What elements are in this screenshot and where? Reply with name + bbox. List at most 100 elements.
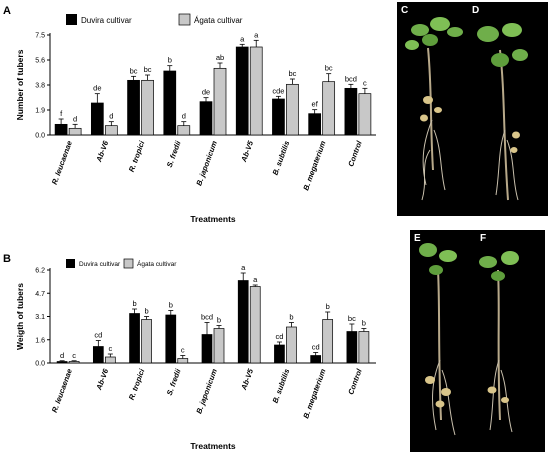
photo-label-d: D xyxy=(472,5,479,16)
significance-letter: b xyxy=(132,299,136,308)
legend-a-label-1: Duvira cultivar xyxy=(81,16,132,25)
y-tick-label: 3.1 xyxy=(35,314,45,321)
x-category-label: B. megaterium xyxy=(301,139,327,191)
significance-letter: cd xyxy=(94,331,102,340)
x-axis-title: Treatments xyxy=(190,441,236,451)
x-category-label: R. tropici xyxy=(127,139,147,173)
significance-letter: bc xyxy=(130,66,138,75)
y-tick-label: 1.6 xyxy=(35,337,45,344)
plant-c xyxy=(405,17,463,201)
x-category-label: R. tropici xyxy=(127,367,147,401)
legend-b-label-1: Duvira cultivar xyxy=(79,261,121,268)
significance-letter: b xyxy=(169,301,173,310)
plant-e xyxy=(419,243,457,436)
legend-a: Duvira cultivar Ágata cultivar xyxy=(66,13,243,26)
significance-letter: a xyxy=(240,34,245,43)
photo-label-e: E xyxy=(414,233,421,244)
bar-agata xyxy=(249,46,263,136)
legend-a-swatch-1 xyxy=(66,14,77,25)
bar-agata xyxy=(358,331,370,364)
bar-duvira xyxy=(272,98,285,136)
x-category-label: B. japonicum xyxy=(194,139,219,187)
y-tick-label: 6.2 xyxy=(35,268,45,275)
bar-duvira xyxy=(201,334,213,364)
x-category-label: B. japonicum xyxy=(194,367,219,415)
significance-letter: a xyxy=(241,263,246,272)
x-category-label: S. fredii xyxy=(165,367,183,397)
significance-letter: ef xyxy=(312,100,319,109)
x-category-label: B. subtilis xyxy=(271,368,292,405)
x-category-label: S. fredii xyxy=(165,139,183,169)
significance-letter: a xyxy=(253,275,258,284)
bar-duvira xyxy=(346,331,358,364)
y-axis-title: Number of tubers xyxy=(15,49,25,120)
bar-agata xyxy=(322,319,334,364)
bar-agata xyxy=(68,127,82,136)
photo-panel-top: C D xyxy=(397,2,548,216)
bar-duvira xyxy=(310,355,322,364)
bar-agata xyxy=(68,361,80,364)
significance-letter: c xyxy=(72,351,76,360)
significance-letter: de xyxy=(93,84,101,93)
bar-agata xyxy=(177,125,191,136)
significance-letter: d xyxy=(60,351,64,360)
significance-letter: b xyxy=(168,56,172,65)
bar-duvira xyxy=(199,101,213,136)
significance-letter: ab xyxy=(216,53,224,62)
significance-letter: bc xyxy=(348,314,356,323)
significance-letter: b xyxy=(326,302,330,311)
x-category-label: R. leucaenae xyxy=(50,140,74,186)
bar-agata xyxy=(322,81,336,136)
bar-duvira xyxy=(90,102,104,136)
bar-agata xyxy=(141,319,152,364)
photo-label-c: C xyxy=(401,5,408,16)
x-category-label: R. leucaenae xyxy=(50,368,74,414)
y-tick-label: 7.5 xyxy=(35,33,45,40)
panel-label-a: A xyxy=(3,5,11,17)
chart-number-of-tubers: 0.0 1.9 3.8 5.6 7.5 Number of tubers f d R. leuc… xyxy=(15,30,376,224)
significance-letter: de xyxy=(202,88,210,97)
y-tick-label: 0.0 xyxy=(35,361,45,368)
bar-duvira xyxy=(237,280,249,364)
bar-agata xyxy=(141,79,154,136)
x-category-label: Ab-V5 xyxy=(239,139,255,164)
bar-agata xyxy=(213,67,227,136)
legend-a-swatch-2 xyxy=(178,13,191,26)
legend-b-label-2: Ágata cultivar xyxy=(137,259,177,268)
bar-duvira xyxy=(308,113,322,136)
significance-letter: a xyxy=(254,30,259,39)
bar-agata xyxy=(249,286,261,364)
bar-agata xyxy=(104,125,118,136)
x-category-label: B. megaterium xyxy=(301,367,327,419)
significance-letter: f xyxy=(60,109,63,118)
plant-d xyxy=(477,23,528,201)
significance-letter: bcd xyxy=(345,74,357,83)
bar-duvira xyxy=(127,79,140,136)
significance-letter: c xyxy=(181,346,185,355)
significance-letter: b xyxy=(362,319,366,328)
y-tick-label: 3.8 xyxy=(35,83,45,90)
significance-letter: d xyxy=(182,112,186,121)
significance-letter: d xyxy=(73,114,77,123)
significance-letter: bc xyxy=(144,65,152,74)
bar-duvira xyxy=(54,123,68,136)
significance-letter: c xyxy=(363,78,367,87)
x-category-label: Ab-V5 xyxy=(239,367,255,392)
x-category-label: Control xyxy=(346,367,364,396)
photo-panel-bottom: E F xyxy=(410,230,545,452)
bar-duvira xyxy=(129,313,140,364)
bar-duvira xyxy=(92,346,104,364)
significance-letter: bc xyxy=(325,64,333,73)
bar-duvira xyxy=(274,344,285,364)
legend-b-swatch-2 xyxy=(123,258,134,269)
significance-letter: d xyxy=(109,112,113,121)
y-tick-label: 5.6 xyxy=(35,58,45,65)
x-category-label: Ab-V6 xyxy=(94,367,110,392)
bar-duvira xyxy=(165,314,177,364)
bar-agata xyxy=(286,83,299,136)
bar-duvira xyxy=(163,70,177,136)
plant-f xyxy=(479,251,519,433)
y-tick-label: 0.0 xyxy=(35,133,45,140)
